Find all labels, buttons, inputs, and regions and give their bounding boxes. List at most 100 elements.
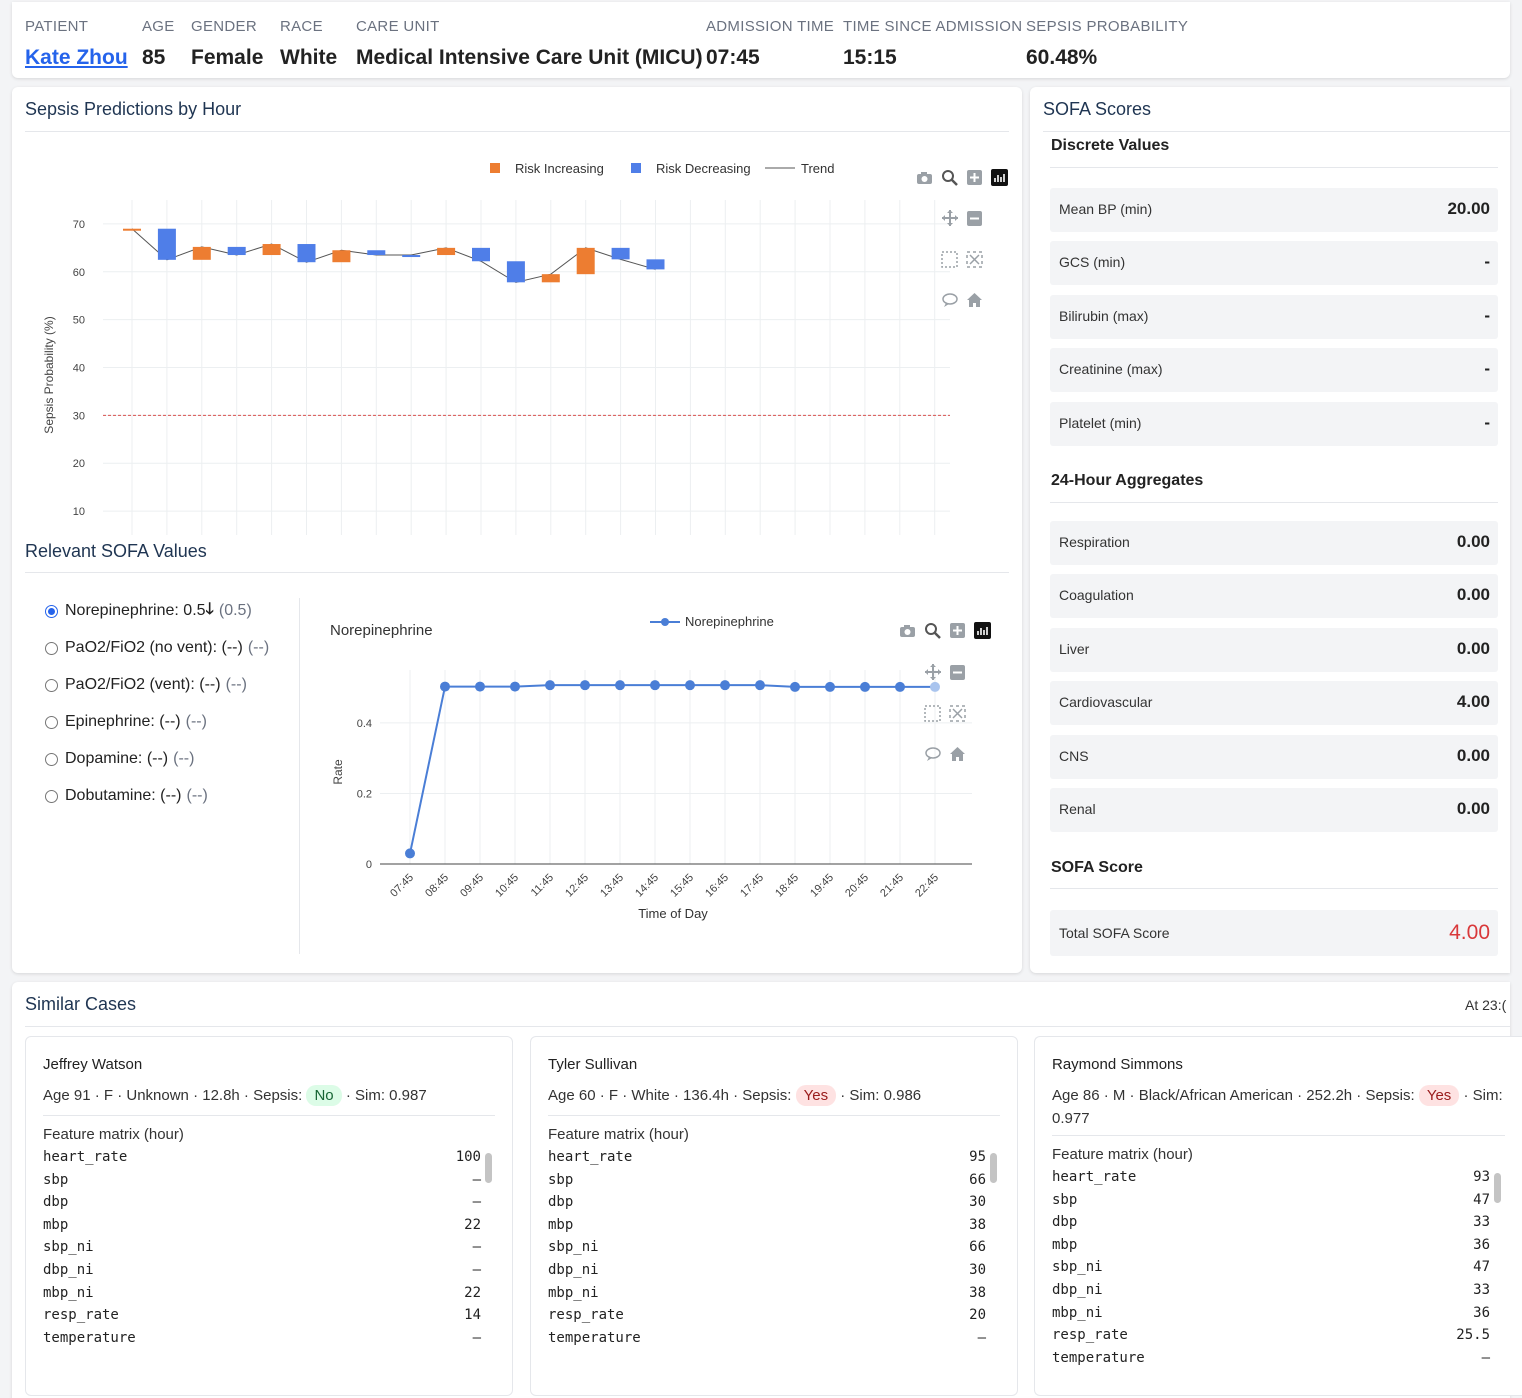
radio-button[interactable] <box>45 715 58 729</box>
waterfall-bar[interactable] <box>472 247 490 262</box>
waterfall-bar[interactable] <box>297 244 316 263</box>
waterfall-bar[interactable] <box>611 247 630 260</box>
autoscale-icon[interactable] <box>966 251 983 268</box>
x-tick-label: 08:45 <box>423 872 451 900</box>
y-tick-label: 30 <box>73 410 85 422</box>
chart-studio-icon[interactable] <box>974 622 991 639</box>
legend-decreasing-label: Risk Decreasing <box>656 161 751 176</box>
pan-icon[interactable] <box>942 210 958 226</box>
waterfall-bar[interactable] <box>402 255 421 258</box>
radio-button[interactable] <box>45 752 58 766</box>
data-point[interactable] <box>510 681 520 692</box>
radio-button[interactable] <box>45 789 58 803</box>
waterfall-bar[interactable] <box>506 261 525 283</box>
sofa-row-value: - <box>1484 359 1490 378</box>
patient-name-link[interactable]: Kate Zhou <box>25 46 128 69</box>
data-point[interactable] <box>545 680 555 691</box>
feature-row: sbp – <box>43 1172 481 1195</box>
zoom-out-icon[interactable] <box>950 665 965 680</box>
similar-cases-timestamp: At 23:( <box>1465 997 1507 1013</box>
predictions-title: Sepsis Predictions by Hour <box>25 99 242 119</box>
waterfall-bar[interactable] <box>367 250 386 256</box>
waterfall-bar[interactable] <box>576 247 595 275</box>
data-point[interactable] <box>405 848 415 859</box>
zoom-in-icon[interactable] <box>967 170 982 185</box>
autoscale-icon[interactable] <box>949 705 966 722</box>
data-point[interactable] <box>895 681 905 692</box>
feature-row: sbp 47 <box>1052 1192 1490 1215</box>
feature-name: resp_rate <box>548 1307 624 1324</box>
divider <box>1052 1135 1505 1136</box>
waterfall-bar[interactable] <box>227 246 246 256</box>
hover-comment-icon[interactable] <box>925 747 941 761</box>
data-point[interactable] <box>650 680 660 691</box>
option-pao2-fio2-vent[interactable]: PaO2/FiO2 (vent): (--) (--) <box>45 673 247 697</box>
feature-row: dbp – <box>43 1194 481 1217</box>
case-meta: Age 60 · F · White · 136.4h · Sepsis: Ye… <box>548 1084 1008 1107</box>
waterfall-bar[interactable] <box>541 274 560 283</box>
arrow-down-icon: 🡓 <box>205 600 214 618</box>
box-select-icon[interactable] <box>941 251 958 268</box>
data-point[interactable] <box>755 680 765 691</box>
feature-row: mbp_ni 22 <box>43 1285 481 1308</box>
similar-case-card[interactable]: Raymond Simmons Age 86 · M · Black/Afric… <box>1034 1036 1522 1396</box>
data-point[interactable] <box>685 680 695 691</box>
waterfall-bar[interactable] <box>192 246 211 260</box>
data-point[interactable] <box>860 681 870 692</box>
waterfall-bar[interactable] <box>123 228 141 231</box>
data-point[interactable] <box>475 681 485 692</box>
waterfall-bar[interactable] <box>157 228 176 260</box>
camera-icon[interactable] <box>900 625 915 637</box>
data-point[interactable] <box>615 680 625 691</box>
radio-button[interactable] <box>45 678 58 692</box>
y-tick-label: 0 <box>366 859 372 871</box>
data-point[interactable] <box>790 681 800 692</box>
option-pao2-fio2-no-vent[interactable]: PaO2/FiO2 (no vent): (--) (--) <box>45 636 269 660</box>
radio-button[interactable] <box>45 641 58 655</box>
data-point[interactable] <box>930 681 940 692</box>
waterfall-bar[interactable] <box>437 247 456 256</box>
waterfall-bar[interactable] <box>646 259 665 270</box>
data-point[interactable] <box>720 680 730 691</box>
home-icon[interactable] <box>967 293 982 307</box>
data-point[interactable] <box>440 681 450 692</box>
relevant-sofa-title: Relevant SOFA Values <box>25 541 207 561</box>
feature-name: dbp <box>43 1194 69 1211</box>
waterfall-bar[interactable] <box>262 244 281 256</box>
scrollbar-thumb[interactable] <box>1494 1173 1501 1203</box>
data-point[interactable] <box>825 681 835 692</box>
gender-value: Female <box>191 46 264 69</box>
option-epinephrine[interactable]: Epinephrine: (--) (--) <box>45 710 207 734</box>
pan-icon[interactable] <box>925 664 941 680</box>
chart-studio-icon[interactable] <box>991 169 1008 186</box>
zoom-out-icon[interactable] <box>967 211 982 226</box>
legend-increasing-label: Risk Increasing <box>515 161 604 176</box>
zoom-icon[interactable] <box>942 170 958 186</box>
radio-button[interactable] <box>45 604 58 618</box>
time-since-admission-value: 15:15 <box>843 46 897 69</box>
feature-value: – <box>472 1329 481 1346</box>
box-select-icon[interactable] <box>924 705 941 722</box>
scrollbar-thumb[interactable] <box>990 1153 997 1183</box>
gender-label: GENDER <box>191 18 257 35</box>
feature-value: 25.5 <box>1456 1327 1490 1344</box>
home-icon[interactable] <box>950 747 965 761</box>
option-norepinephrine[interactable]: Norepinephrine: 0.5 🡓 (0.5) <box>45 599 252 623</box>
feature-value: 100 <box>455 1149 481 1165</box>
similar-case-card[interactable]: Tyler Sullivan Age 60 · F · White · 136.… <box>530 1036 1018 1396</box>
discrete-values-title: Discrete Values <box>1051 137 1170 154</box>
zoom-in-icon[interactable] <box>950 623 965 638</box>
option-dobutamine[interactable]: Dobutamine: (--) (--) <box>45 784 208 808</box>
camera-icon[interactable] <box>917 172 932 184</box>
waterfall-bar[interactable] <box>332 250 351 263</box>
scrollbar-thumb[interactable] <box>485 1153 492 1183</box>
similar-case-card[interactable]: Jeffrey Watson Age 91 · F · Unknown · 12… <box>25 1036 513 1396</box>
feature-row: sbp_ni 66 <box>548 1239 986 1262</box>
feature-name: temperature <box>1052 1349 1145 1366</box>
data-point[interactable] <box>580 680 590 691</box>
hover-comment-icon[interactable] <box>942 293 958 307</box>
option-dopamine[interactable]: Dopamine: (--) (--) <box>45 747 194 771</box>
legend-increasing-swatch <box>490 163 500 173</box>
feature-value: 14 <box>464 1307 481 1324</box>
zoom-icon[interactable] <box>925 623 941 639</box>
